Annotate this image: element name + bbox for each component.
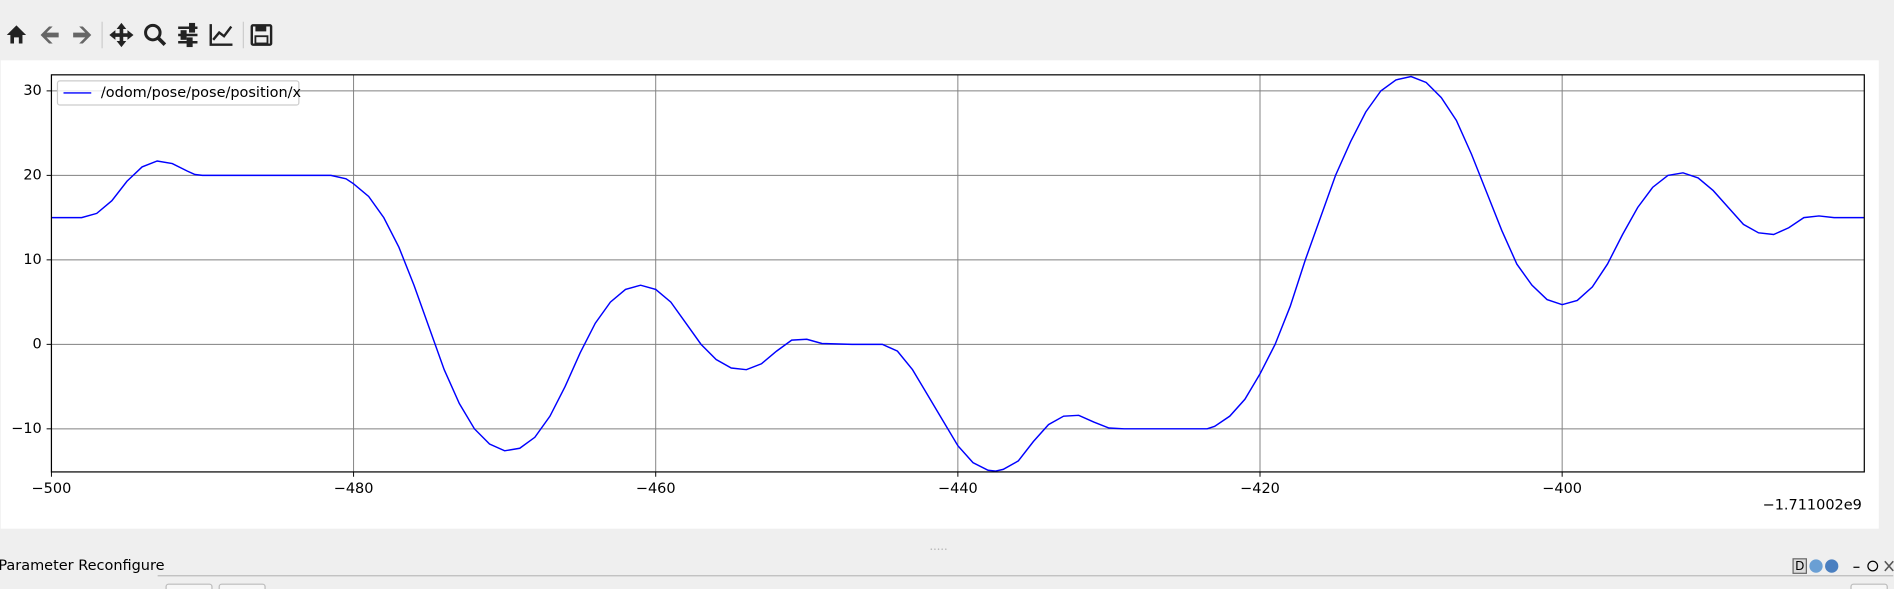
figure-background [0, 60, 1879, 529]
axes-button[interactable] [209, 24, 233, 46]
y-tick-label: 0 [33, 336, 42, 352]
dock-button[interactable] [165, 583, 213, 589]
data-line [51, 75, 1865, 472]
save-button[interactable] [250, 24, 273, 46]
dock-d-button[interactable] [1792, 558, 1807, 574]
plot-frame [50, 74, 1865, 473]
help-button[interactable] [1825, 559, 1839, 573]
legend-box [56, 80, 300, 106]
dock-controls: D [1792, 558, 1894, 574]
splitter-handle[interactable] [930, 548, 947, 550]
float-button[interactable] [1867, 560, 1879, 572]
dock-button[interactable] [218, 583, 266, 589]
x-tick-label: −440 [938, 481, 978, 497]
back-button[interactable] [40, 26, 59, 44]
dock-field[interactable] [1850, 583, 1888, 589]
x-tick-label: −460 [636, 481, 676, 497]
configure-button[interactable] [178, 22, 198, 48]
y-tick-label: −10 [11, 421, 42, 437]
zoom-button[interactable] [144, 23, 167, 46]
dock-title: Parameter Reconfigure [0, 558, 165, 574]
y-tick-label: 10 [23, 252, 41, 268]
x-offset-label: −1.711002e9 [1763, 498, 1862, 514]
reload-button[interactable] [1809, 559, 1823, 573]
legend: /odom/pose/pose/position/x [56, 80, 302, 106]
x-tick-label: −500 [32, 481, 72, 497]
x-tick-label: −400 [1542, 481, 1582, 497]
toolbar [6, 21, 273, 49]
forward-button[interactable] [73, 26, 92, 44]
plot: −500 −480 −460 −440 −420 −400 −10 0 10 20 30/odom/… [11, 74, 1865, 497]
home-button[interactable] [6, 25, 27, 44]
y-tick-label: 30 [23, 83, 41, 99]
pan-button[interactable] [109, 22, 134, 48]
x-tick-label: −420 [1240, 481, 1280, 497]
legend-label: /odom/pose/pose/position/x [101, 85, 302, 101]
y-tick-label: 20 [23, 167, 41, 183]
x-tick-label: −480 [334, 481, 374, 497]
dock-d-label: D [1795, 559, 1804, 573]
close-button[interactable] [1884, 560, 1894, 572]
